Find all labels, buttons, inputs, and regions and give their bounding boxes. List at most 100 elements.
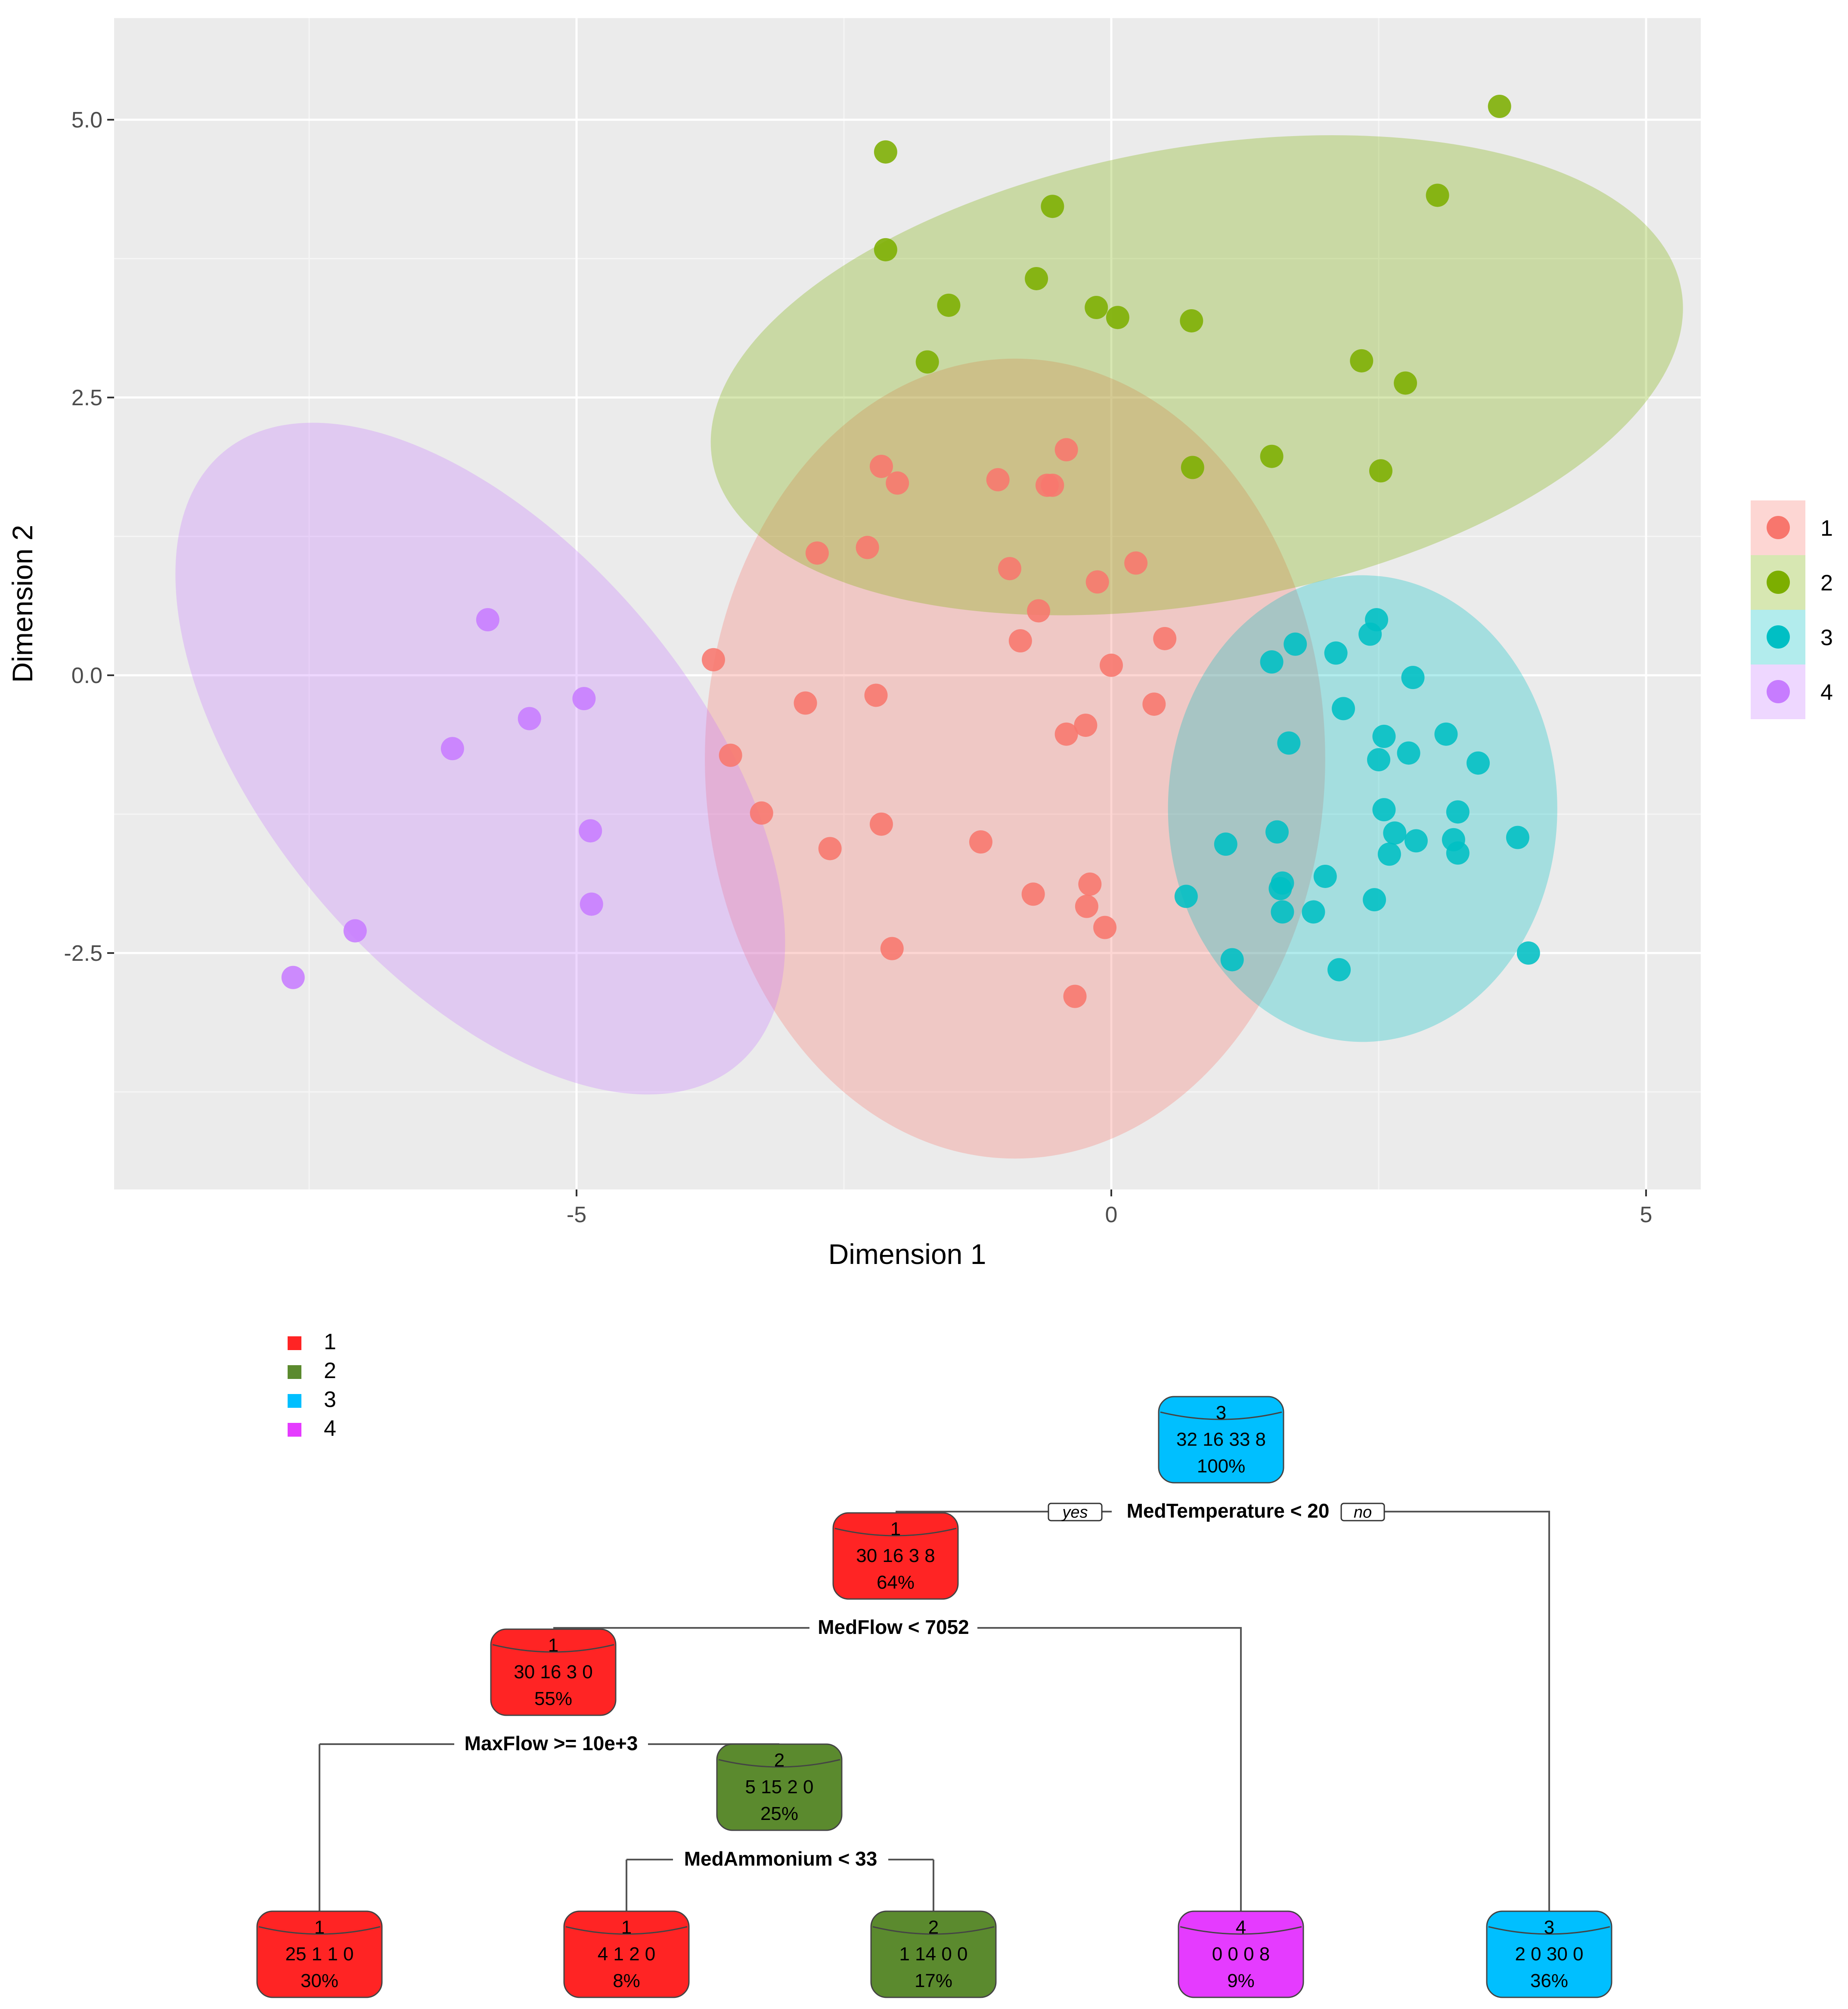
point-group-1 — [998, 557, 1022, 581]
node-counts: 2 0 30 0 — [1515, 1944, 1583, 1965]
point-group-3 — [1397, 741, 1420, 765]
ellipse-group-4 — [175, 422, 785, 1095]
point-group-4 — [518, 707, 541, 730]
point-group-1 — [794, 691, 817, 715]
point-group-1 — [1078, 873, 1102, 896]
point-group-1 — [750, 801, 773, 825]
point-group-2 — [1369, 459, 1392, 483]
point-group-1 — [818, 837, 842, 860]
node-pct: 64% — [877, 1572, 915, 1593]
point-group-3 — [1174, 885, 1198, 908]
point-group-3 — [1268, 877, 1292, 900]
point-group-2 — [1106, 306, 1129, 329]
point-group-2 — [1041, 195, 1064, 218]
tree-legend-label: 2 — [324, 1358, 336, 1383]
point-group-1 — [1054, 438, 1078, 462]
ellipse-group-2 — [710, 135, 1683, 615]
point-group-4 — [580, 892, 603, 916]
tree-node-l5: 3 2 0 30 0 36% — [1486, 1910, 1612, 1998]
edge-root — [896, 1511, 1550, 1912]
no-label: no — [1354, 1503, 1372, 1521]
ellipse-group-3 — [1168, 575, 1557, 1042]
point-group-1 — [986, 468, 1010, 491]
split-medammonium: MedAmmonium < 33 — [684, 1848, 877, 1870]
axis-ticks: -5 0 5 -2.5 0.0 2.5 5.0 — [64, 108, 1652, 1227]
point-group-1 — [869, 812, 893, 836]
point-group-3 — [1516, 941, 1540, 965]
scatter-plot: -5 0 5 -2.5 0.0 2.5 5.0 Dimension 1 Dimension … — [6, 18, 1833, 1270]
point-group-3 — [1220, 948, 1244, 972]
node-pct: 9% — [1227, 1970, 1255, 1991]
tree-legend-swatch — [288, 1394, 301, 1408]
point-group-3 — [1363, 888, 1386, 912]
tree-legend-label: 4 — [324, 1416, 336, 1441]
split-medflow: MedFlow < 7052 — [818, 1616, 969, 1638]
scatter-legend: 1 2 3 4 — [1751, 500, 1833, 719]
point-group-3 — [1277, 731, 1301, 755]
node-counts: 30 16 3 8 — [856, 1545, 935, 1566]
split-medtemperature: MedTemperature < 20 — [1127, 1500, 1330, 1522]
legend-key-dot — [1767, 516, 1790, 539]
point-group-2 — [1181, 456, 1204, 479]
point-group-2 — [874, 238, 897, 261]
split-labels: MedTemperature < 20 yes no MedFlow < 705… — [454, 1500, 1385, 1870]
point-group-1 — [1021, 882, 1045, 906]
node-counts: 30 16 3 0 — [514, 1661, 593, 1683]
split-maxflow: MaxFlow >= 10e+3 — [465, 1732, 638, 1754]
point-group-1 — [1093, 916, 1117, 939]
point-group-1 — [1142, 692, 1166, 716]
node-class: 1 — [890, 1518, 901, 1540]
point-group-3 — [1446, 800, 1470, 824]
node-counts: 1 14 0 0 — [899, 1944, 967, 1965]
point-group-3 — [1302, 900, 1325, 924]
x-tick-label: 0 — [1105, 1202, 1118, 1227]
y-axis-title: Dimension 2 — [6, 525, 38, 683]
point-group-1 — [886, 471, 909, 495]
tree-node-root: 3 32 16 33 8 100% — [1158, 1396, 1284, 1484]
point-group-2 — [874, 140, 897, 164]
point-group-3 — [1467, 751, 1490, 775]
decision-tree: 1 2 3 4 MedTemperature < 20 yes no MedFlow … — [256, 1329, 1612, 1998]
point-group-3 — [1506, 826, 1529, 849]
point-group-2 — [1394, 371, 1417, 395]
node-class: 1 — [548, 1635, 558, 1656]
tree-node-n2: 1 30 16 3 8 64% — [832, 1512, 959, 1600]
point-group-1 — [856, 536, 879, 559]
point-group-1 — [719, 743, 742, 767]
x-axis-title: Dimension 1 — [828, 1238, 986, 1270]
point-group-1 — [1075, 894, 1098, 918]
node-rim — [718, 1759, 840, 1768]
legend-key-dot — [1767, 571, 1790, 594]
scatter-points — [281, 95, 1540, 1008]
tree-legend-swatch — [288, 1423, 301, 1437]
point-group-2 — [1350, 349, 1374, 373]
node-counts: 25 1 1 0 — [285, 1944, 353, 1965]
split-bg — [673, 1850, 888, 1869]
legend-label: 2 — [1820, 571, 1833, 596]
grid-lines — [114, 18, 1701, 1189]
point-group-4 — [572, 687, 596, 711]
tree-legend: 1 2 3 4 — [288, 1329, 336, 1441]
yes-box — [1048, 1503, 1103, 1521]
point-group-3 — [1265, 820, 1289, 844]
tree-legend-label: 1 — [324, 1329, 336, 1354]
point-group-3 — [1372, 724, 1396, 748]
node-rim — [872, 1926, 995, 1935]
ellipse-group-1 — [705, 358, 1325, 1159]
point-group-3 — [1446, 841, 1470, 865]
point-group-1 — [1041, 473, 1064, 497]
plot-panel — [114, 18, 1701, 1189]
legend-label: 4 — [1820, 680, 1833, 705]
split-bg — [1112, 1502, 1344, 1521]
node-pct: 100% — [1197, 1456, 1246, 1477]
point-group-3 — [1372, 798, 1396, 822]
point-group-3 — [1401, 666, 1425, 689]
node-class: 1 — [621, 1917, 632, 1938]
point-group-4 — [579, 819, 602, 843]
legend-label: 3 — [1820, 625, 1833, 650]
node-rim — [565, 1926, 688, 1935]
point-group-4 — [440, 737, 464, 761]
node-pct: 17% — [915, 1970, 952, 1991]
point-group-1 — [880, 937, 904, 960]
